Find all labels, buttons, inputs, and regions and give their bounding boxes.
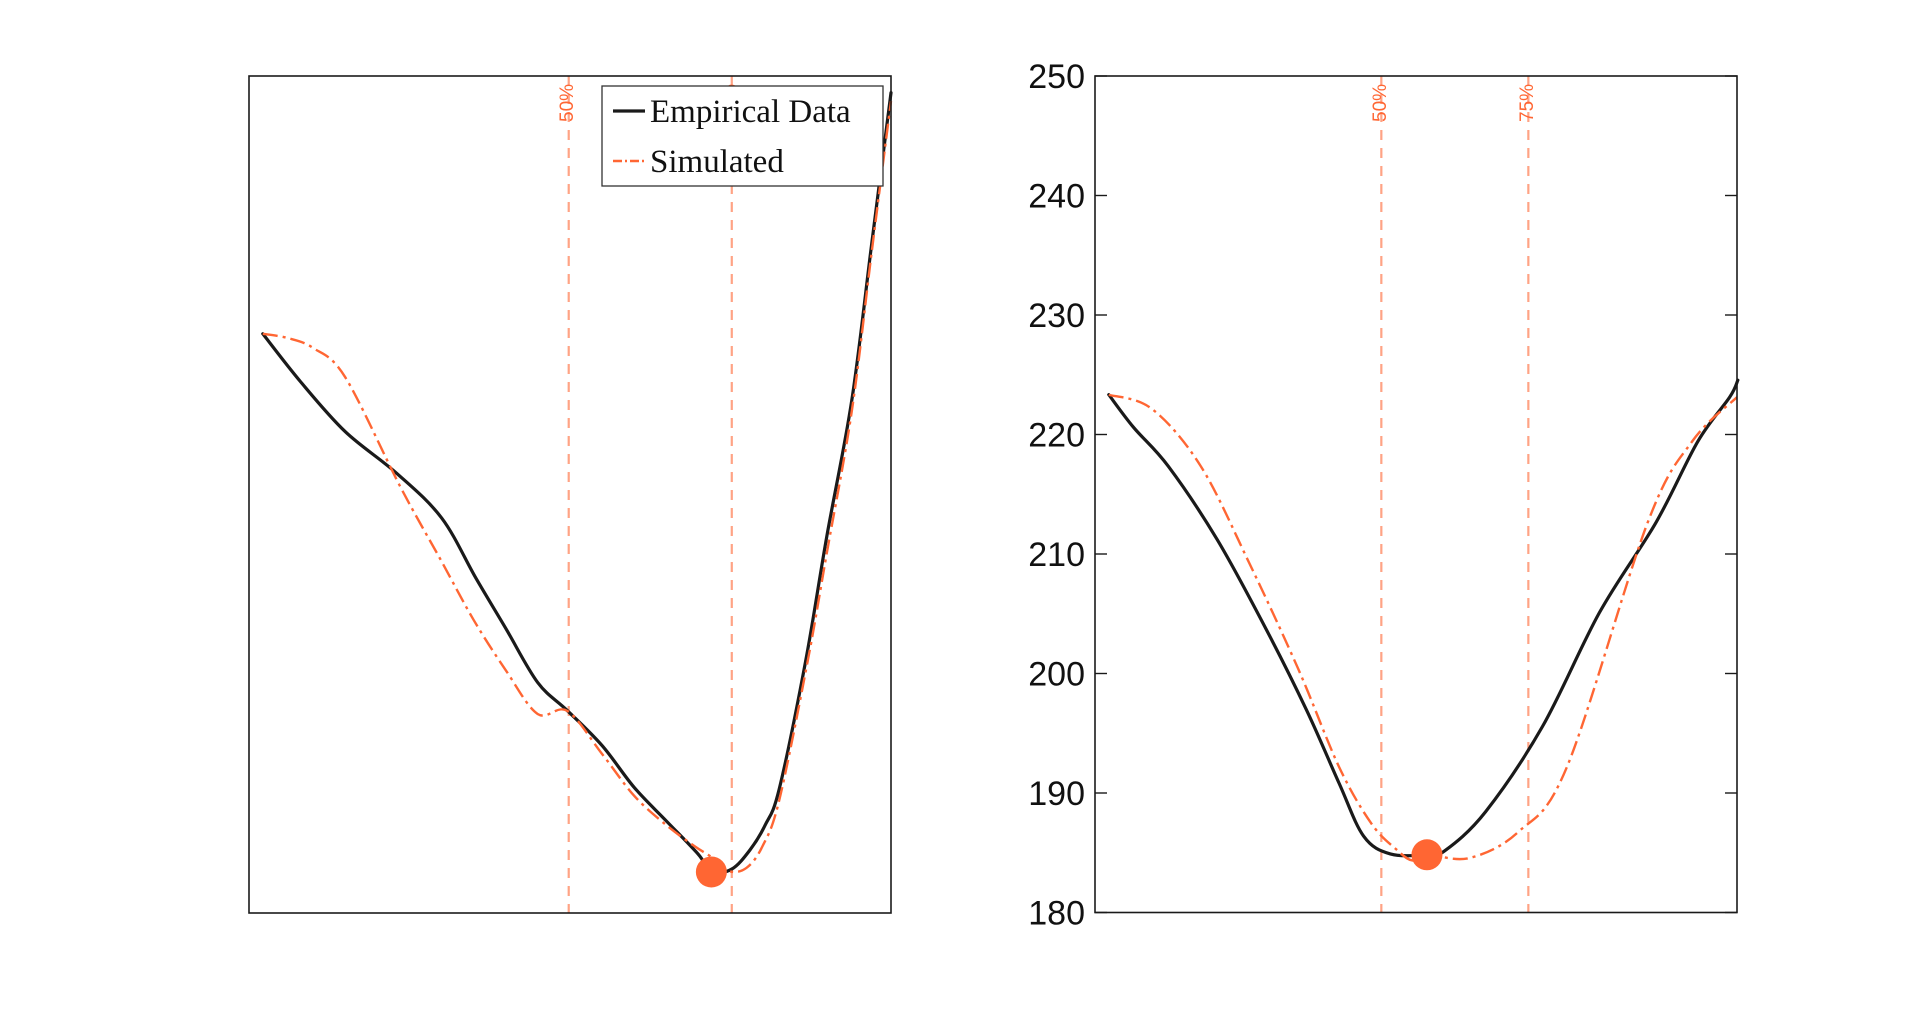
svg-text:210: 210 [1028,536,1085,574]
svg-text:240: 240 [1028,178,1085,216]
svg-text:200: 200 [1028,656,1085,694]
svg-text:Simulated: Simulated [650,144,784,180]
svg-text:190: 190 [1028,775,1085,813]
svg-text:220: 220 [1028,417,1085,455]
svg-text:Empirical Data: Empirical Data [650,94,851,130]
svg-text:250: 250 [1028,58,1085,96]
svg-text:180: 180 [1028,895,1085,933]
svg-text:230: 230 [1028,297,1085,335]
svg-text:75%: 75% [1517,84,1538,122]
svg-text:50%: 50% [1370,84,1391,122]
svg-text:50%: 50% [557,84,578,122]
